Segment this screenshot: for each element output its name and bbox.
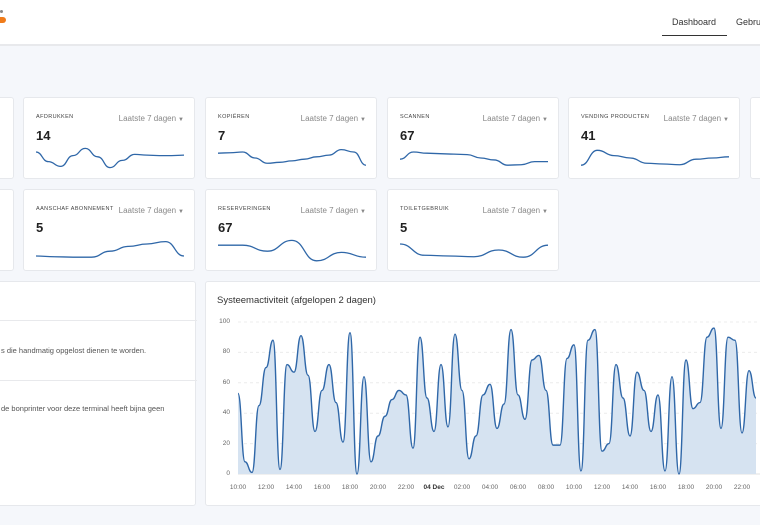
sparkline xyxy=(218,239,366,262)
stat-card-value: 67 xyxy=(400,128,415,143)
x-tick-label: 14:00 xyxy=(621,484,639,491)
x-tick-label: 14:00 xyxy=(285,484,303,491)
x-tick-label: 20:00 xyxy=(705,484,723,491)
stat-card-partial xyxy=(0,97,14,179)
sparkline-line xyxy=(36,147,184,169)
sparkline xyxy=(400,243,548,258)
sparkline-line xyxy=(581,149,729,166)
x-tick-label: 10:00 xyxy=(565,484,583,491)
sparkline xyxy=(36,147,184,169)
x-tick-label: 08:00 xyxy=(537,484,555,491)
active-tab-underline xyxy=(662,35,727,36)
logo-mark xyxy=(0,10,3,13)
sparkline-line xyxy=(218,148,366,166)
stat-card-title: Reserveringen xyxy=(218,206,271,212)
sparkline-line xyxy=(218,239,366,262)
chevron-down-icon: ▼ xyxy=(360,209,366,215)
stat-card: Vending producten Laatste 7 dagen ▼ 41 xyxy=(568,97,740,179)
chevron-down-icon: ▼ xyxy=(542,117,548,123)
sparkline-line xyxy=(36,240,184,258)
x-tick-label: 16:00 xyxy=(313,484,331,491)
x-tick-label: 12:00 xyxy=(593,484,611,491)
nav-tab-dashboard[interactable]: Dashboard xyxy=(672,17,717,27)
nav-tab-gebruikers[interactable]: Gebru xyxy=(736,17,760,27)
stat-card-title: Aanschaf abonnement xyxy=(36,206,114,212)
stat-card-title: Kopiëren xyxy=(218,114,250,120)
x-tick-label: 06:00 xyxy=(509,484,527,491)
period-dropdown[interactable]: Laatste 7 dagen ▼ xyxy=(483,206,548,215)
chevron-down-icon: ▼ xyxy=(723,117,729,123)
sparkline-line xyxy=(400,151,548,166)
x-tick-label: 02:00 xyxy=(453,484,471,491)
sparkline xyxy=(400,151,548,166)
stat-card: Toiletgebruik Laatste 7 dagen ▼ 5 xyxy=(387,189,559,271)
y-tick-label: 60 xyxy=(222,378,230,386)
stat-card-partial xyxy=(0,189,14,271)
period-dropdown[interactable]: Laatste 7 dagen ▼ xyxy=(119,206,184,215)
x-tick-label: 20:00 xyxy=(369,484,387,491)
period-dropdown[interactable]: Laatste 7 dagen ▼ xyxy=(664,114,729,123)
period-label: Laatste 7 dagen xyxy=(118,114,177,123)
message-text: s die handmatig opgelost dienen te worde… xyxy=(1,346,147,355)
top-navigation-bar: Dashboard Gebru xyxy=(0,0,760,46)
series-line xyxy=(237,327,757,475)
stat-card: Scannen Laatste 7 dagen ▼ 67 xyxy=(387,97,559,179)
y-tick-label: 100 xyxy=(219,318,230,325)
y-tick-label: 80 xyxy=(222,348,230,356)
y-tick-label: 40 xyxy=(222,409,230,417)
stat-card-value: 14 xyxy=(36,128,51,143)
stat-card-value: 67 xyxy=(218,220,233,235)
chevron-down-icon: ▼ xyxy=(360,117,366,123)
stat-card-title: Afdrukken xyxy=(36,114,74,120)
x-tick-label: 04:00 xyxy=(481,484,499,491)
area-fill xyxy=(238,328,756,474)
chevron-down-icon: ▼ xyxy=(542,209,548,215)
chart-title: Systeemactiviteit (afgelopen 2 dagen) xyxy=(217,295,376,306)
sparkline xyxy=(36,240,184,258)
stat-card-value: 7 xyxy=(218,128,226,143)
period-label: Laatste 7 dagen xyxy=(118,206,177,215)
message-text: de bonprinter voor deze terminal heeft b… xyxy=(1,404,165,413)
x-tick-label: 18:00 xyxy=(677,484,695,491)
stat-card-title: Toiletgebruik xyxy=(400,206,450,212)
period-label: Laatste 7 dagen xyxy=(300,114,359,123)
x-tick-label: 16:00 xyxy=(649,484,667,491)
y-tick-label: 20 xyxy=(222,439,230,447)
period-label: Laatste 7 dagen xyxy=(663,114,722,123)
sparkline-line xyxy=(400,243,548,258)
stat-card-value: 41 xyxy=(581,128,596,143)
x-tick-label: 04 Dec xyxy=(423,484,445,491)
y-tick-label: 0 xyxy=(226,470,230,477)
x-tick-label: 18:00 xyxy=(341,484,359,491)
chevron-down-icon: ▼ xyxy=(178,117,184,123)
stat-card-title: Scannen xyxy=(400,114,430,120)
stat-card-partial xyxy=(750,97,760,179)
period-dropdown[interactable]: Laatste 7 dagen ▼ xyxy=(301,206,366,215)
x-tick-label: 22:00 xyxy=(733,484,751,491)
stat-card: Kopiëren Laatste 7 dagen ▼ 7 xyxy=(205,97,377,179)
stat-card-title: Vending producten xyxy=(581,114,650,120)
stat-card: Afdrukken Laatste 7 dagen ▼ 14 xyxy=(23,97,195,179)
period-label: Laatste 7 dagen xyxy=(482,206,541,215)
x-tick-label: 10:00 xyxy=(229,484,247,491)
stat-card: Aanschaf abonnement Laatste 7 dagen ▼ 5 xyxy=(23,189,195,271)
period-label: Laatste 7 dagen xyxy=(300,206,359,215)
chevron-down-icon: ▼ xyxy=(178,209,184,215)
messages-panel: s die handmatig opgelost dienen te worde… xyxy=(0,281,197,506)
stat-card-value: 5 xyxy=(400,220,408,235)
stat-card-value: 5 xyxy=(36,220,44,235)
stat-card: Reserveringen Laatste 7 dagen ▼ 67 xyxy=(205,189,377,271)
period-dropdown[interactable]: Laatste 7 dagen ▼ xyxy=(119,114,184,123)
x-tick-label: 12:00 xyxy=(257,484,275,491)
period-dropdown[interactable]: Laatste 7 dagen ▼ xyxy=(301,114,366,123)
divider xyxy=(0,380,197,381)
x-tick-label: 22:00 xyxy=(397,484,415,491)
period-dropdown[interactable]: Laatste 7 dagen ▼ xyxy=(483,114,548,123)
period-label: Laatste 7 dagen xyxy=(482,114,541,123)
logo-icon[interactable] xyxy=(0,17,6,23)
activity-chart xyxy=(237,321,760,475)
sparkline xyxy=(218,148,366,166)
divider xyxy=(0,320,197,321)
sparkline xyxy=(581,149,729,166)
